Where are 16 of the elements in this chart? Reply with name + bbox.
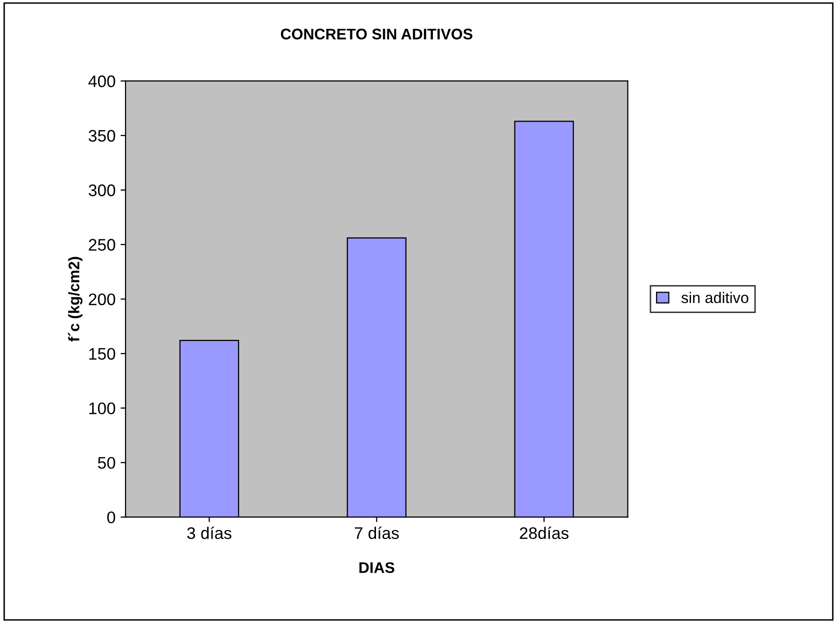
y-tick-label: 300 [88,184,116,196]
x-axis-title: DIAS [359,562,394,574]
y-tick-label: 0 [107,511,116,524]
y-tick-label: 400 [88,75,116,88]
y-tick-label: 50 [98,456,116,469]
x-tick-label: 7 días [354,526,399,540]
y-tick-label: 350 [88,130,116,142]
chart-title: CONCRETO SIN ADITIVOS [280,28,472,40]
x-tick-label: 3 días [187,526,232,540]
y-tick-label: 250 [88,238,116,251]
y-tick-label: 100 [89,402,116,414]
y-tick-label: 200 [88,293,116,306]
legend-label: sin aditivo [681,292,748,304]
y-axis-title: f´c (kg/cm2) [68,256,82,342]
x-tick-label: 28días [520,526,568,540]
y-tick-label: 150 [89,348,116,360]
